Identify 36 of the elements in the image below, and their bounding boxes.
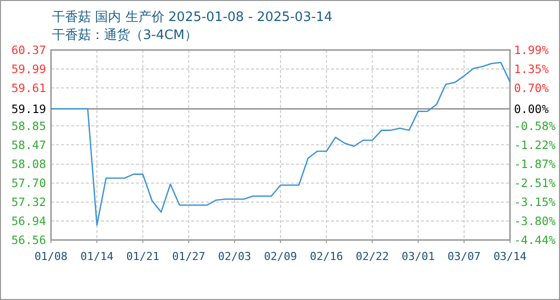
x-tick-label: 02/09 <box>264 250 298 263</box>
y2-tick-label: 0.00% <box>514 102 549 116</box>
x-tick-label: 01/27 <box>172 250 206 263</box>
x-tick-label: 03/07 <box>448 250 481 263</box>
x-tick-label: 02/16 <box>310 250 343 263</box>
x-tick-label: 01/21 <box>126 250 160 263</box>
y-tick-label: 57.70 <box>11 176 46 190</box>
chart-title: 干香菇 国内 生产价 2025-01-08 - 2025-03-14 <box>52 10 332 25</box>
x-tick-label: 01/08 <box>34 250 68 263</box>
y-tick-label: 57.32 <box>11 195 46 210</box>
y-tick-label: 60.37 <box>11 43 46 57</box>
y-tick-label: 59.19 <box>11 102 46 116</box>
y-tick-label: 59.61 <box>11 80 46 95</box>
y2-tick-label: -2.51% <box>514 176 556 190</box>
y-tick-label: 56.94 <box>11 214 46 228</box>
y2-tick-label: 1.99% <box>514 43 549 57</box>
y2-tick-label: 0.70% <box>514 81 549 96</box>
line-series <box>50 62 511 226</box>
y2-tick-label: -3.15% <box>514 194 556 209</box>
y2-tick-label: -1.22% <box>514 138 556 152</box>
y-tick-label: 56.56 <box>11 233 46 247</box>
y2-tick-label: -3.80% <box>514 214 556 228</box>
x-tick-label: 02/03 <box>218 250 252 263</box>
y2-tick-label: -0.58% <box>514 118 556 133</box>
x-tick-label: 03/01 <box>402 250 435 263</box>
y-tick-label: 59.99 <box>11 62 46 76</box>
y-tick-label: 58.47 <box>11 138 46 152</box>
y2-tick-label: -1.87% <box>514 157 556 172</box>
y-tick-label: 58.08 <box>11 157 46 172</box>
x-tick-label: 01/14 <box>80 250 114 263</box>
y2-tick-label: -4.44% <box>514 233 556 247</box>
x-tick-label: 02/22 <box>356 250 389 263</box>
chart-subtitle: 干香菇：通货（3-4CM） <box>52 28 198 43</box>
x-tick-label: 03/14 <box>493 250 527 263</box>
y-tick-label: 58.85 <box>11 118 46 133</box>
y2-tick-label: 1.35% <box>514 62 549 76</box>
